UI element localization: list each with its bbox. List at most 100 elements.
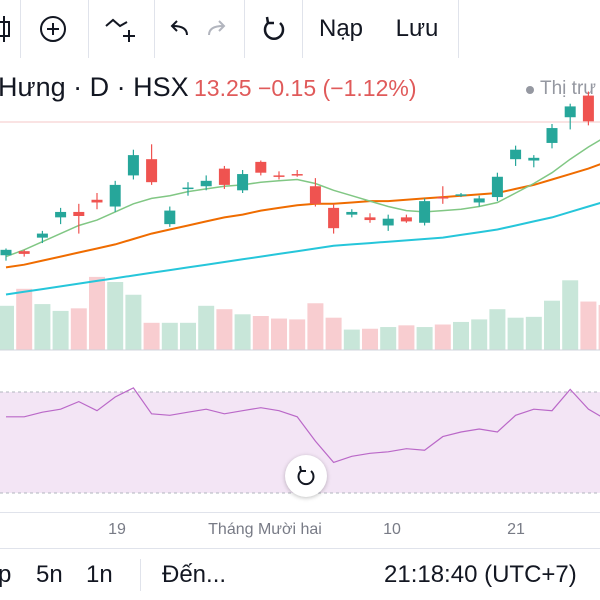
toolbar-divider [458,0,459,58]
time-label: 21 [507,521,525,538]
redo-icon[interactable] [200,0,234,58]
volume-bar [343,329,360,350]
volume-bar [489,309,506,350]
volume-bar [471,319,488,350]
candle-body [255,161,267,173]
candle-body [528,157,540,161]
ma-fast-line [5,139,600,258]
price-change: 13.25 −0.15 (−1.12%) [194,75,417,101]
candle-body [510,149,522,160]
rsi-line [6,387,600,464]
candle-body [291,174,303,176]
volume-bar [580,301,597,350]
volume-bar [453,321,469,350]
volume-bar [598,304,600,350]
candle-body [564,106,576,118]
volume-bar [271,318,287,350]
time-axis: 19 Tháng Mười hai 10 21 [0,512,600,542]
market-status-dot [526,86,534,94]
volume-bar [89,276,105,350]
candle-body [55,211,67,218]
volume-bar [107,282,124,350]
top-toolbar: Nạp Lưu [0,0,600,58]
candle-body [0,249,12,256]
volume-bar [416,327,433,350]
toolbar-divider [154,0,155,58]
candle-body [200,180,212,187]
candle-body [491,176,503,198]
range-1d-button[interactable]: 1n [86,561,113,588]
save-button-label: Lưu [395,15,439,42]
bottom-divider [140,559,141,591]
candle-body [364,217,376,221]
ma-mid-line [5,163,600,269]
reset-chart-button[interactable] [285,455,327,497]
candle-body [309,186,321,204]
reset-icon [297,465,315,486]
price-chart[interactable] [0,58,600,512]
clock-timezone[interactable]: 21:18:40 (UTC+7) [384,561,577,588]
candle-body [36,233,48,238]
candle-body [18,251,30,254]
range-button-partial[interactable]: p [0,561,12,588]
chart-type-icon[interactable] [0,0,16,58]
candle-body [127,155,139,176]
toolbar-divider [20,0,21,58]
range-5d-button[interactable]: 5n [36,561,63,588]
toolbar-divider [302,0,303,58]
volume-bar [325,317,342,350]
volume-bar [289,319,306,350]
candle-body [455,194,467,196]
volume-bar [544,300,560,350]
candle-body [473,198,485,203]
candle-body [237,174,249,191]
candle-body [273,175,285,177]
volume-bar [562,280,579,350]
candles [0,91,594,261]
volume-bar [216,309,233,350]
drawing-tools-icon[interactable] [96,0,144,58]
candle-body [437,197,449,199]
time-label: 19 [108,521,126,538]
candle-body [346,211,358,215]
volume-bar [198,305,215,350]
candle-body [146,159,158,183]
toolbar-divider [88,0,89,58]
volume-bar [434,324,451,350]
candle-body [218,168,230,185]
toolbar-divider [244,0,245,58]
candle-body [546,128,558,143]
load-button[interactable]: Nạp [306,0,376,58]
volume-bar [161,322,178,350]
rsi-pane [6,387,600,464]
volume-bar [362,328,378,350]
candle-body [328,207,340,229]
symbol-name[interactable]: Hưng · D · HSX [0,72,189,102]
save-button[interactable]: Lưu [382,0,452,58]
moving-averages [5,139,600,296]
candle-body [182,187,194,190]
volume-bar [380,327,397,350]
bottom-toolbar: p 5n 1n Đến... 21:18:40 (UTC+7) [0,548,600,600]
add-indicator-icon[interactable] [28,0,78,58]
candle-body [109,184,121,207]
volume-bar [307,303,324,350]
volume-bar [0,305,14,350]
volume-bar [252,316,269,350]
goto-date-button[interactable]: Đến... [162,561,227,588]
candle-body [400,217,412,222]
candle-body [164,210,176,225]
volume-bar [125,294,142,350]
ma-slow-line [5,202,600,296]
undo-icon[interactable] [162,0,196,58]
symbol-header: Hưng · D · HSX 13.25 −0.15 (−1.12%) Thị … [0,66,600,106]
candle-body [73,211,85,216]
market-status-label: Thị trư [540,78,596,99]
volume-bar [16,288,33,350]
volume-bar [234,314,251,350]
time-label: 10 [383,521,401,538]
volume-bar [143,322,160,350]
volume-bar [52,310,69,350]
reload-icon[interactable] [252,0,296,58]
volume-bar [70,308,87,350]
